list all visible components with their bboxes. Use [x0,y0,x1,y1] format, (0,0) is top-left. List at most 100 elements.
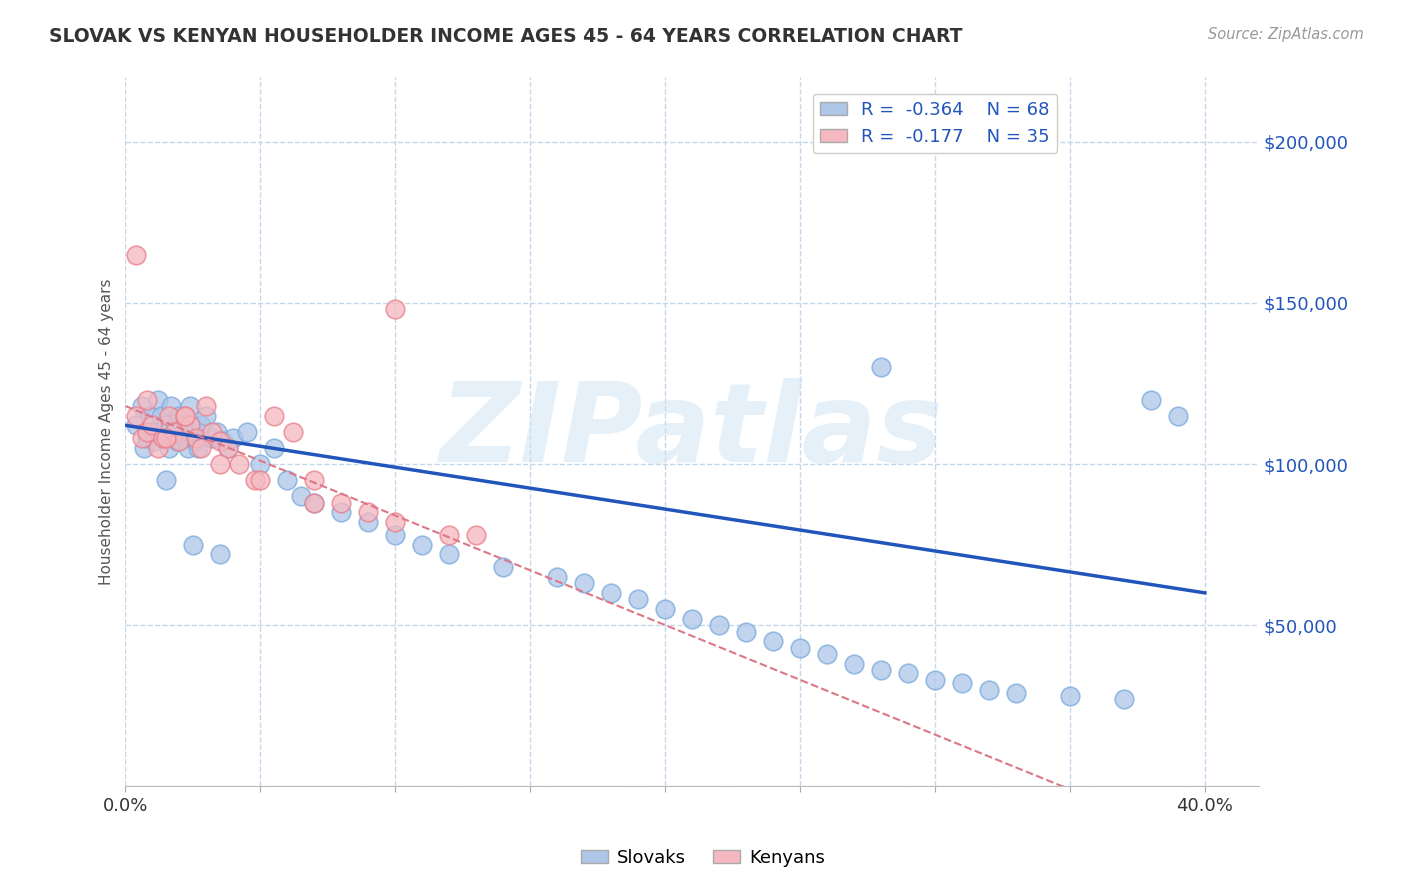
Point [195,409,218,423]
Point [707,618,730,632]
Point [125,247,148,261]
Point [1140,392,1163,407]
Point [155,418,177,433]
Point [195,399,218,413]
Point [146,392,169,407]
Point [1167,409,1189,423]
Point [870,360,893,375]
Point [131,431,153,445]
Point [143,434,166,449]
Point [181,425,204,439]
Point [169,434,191,449]
Point [163,425,186,439]
Legend: Slovaks, Kenyans: Slovaks, Kenyans [574,842,832,874]
Point [187,441,209,455]
Text: ZIPatlas: ZIPatlas [440,378,943,485]
Point [762,634,785,648]
Point [208,457,231,471]
Y-axis label: Householder Income Ages 45 - 64 years: Householder Income Ages 45 - 64 years [100,278,114,585]
Point [439,528,461,542]
Point [228,457,250,471]
Point [304,473,326,487]
Point [789,640,811,655]
Point [208,547,231,561]
Point [125,418,148,433]
Point [136,392,159,407]
Point [179,399,201,413]
Point [950,676,973,690]
Point [654,602,676,616]
Text: Source: ZipAtlas.com: Source: ZipAtlas.com [1208,27,1364,42]
Point [384,302,406,317]
Point [870,663,893,677]
Point [217,441,239,455]
Point [977,682,1000,697]
Legend: R =  -0.364    N = 68, R =  -0.177    N = 35: R = -0.364 N = 68, R = -0.177 N = 35 [813,94,1057,153]
Point [146,441,169,455]
Point [173,409,195,423]
Point [357,505,380,519]
Point [205,425,228,439]
Point [134,441,156,455]
Point [136,425,159,439]
Point [357,515,380,529]
Point [160,399,183,413]
Point [152,431,174,445]
Point [574,576,596,591]
Point [465,528,488,542]
Point [173,409,195,423]
Point [141,425,163,439]
Point [249,473,271,487]
Point [184,431,207,445]
Point [304,496,326,510]
Point [290,489,312,503]
Point [815,647,838,661]
Point [181,537,204,551]
Point [304,496,326,510]
Point [600,586,623,600]
Point [149,409,172,423]
Point [627,592,650,607]
Point [243,473,266,487]
Point [384,515,406,529]
Point [131,399,153,413]
Point [125,409,148,423]
Point [249,457,271,471]
Text: SLOVAK VS KENYAN HOUSEHOLDER INCOME AGES 45 - 64 YEARS CORRELATION CHART: SLOVAK VS KENYAN HOUSEHOLDER INCOME AGES… [49,27,963,45]
Point [222,431,245,445]
Point [157,409,180,423]
Point [152,431,174,445]
Point [172,418,194,433]
Point [263,441,285,455]
Point [179,418,201,433]
Point [897,666,920,681]
Point [139,409,162,423]
Point [842,657,865,671]
Point [384,528,406,542]
Point [166,434,188,449]
Point [217,441,239,455]
Point [208,434,231,449]
Point [1059,689,1081,703]
Point [330,505,353,519]
Point [492,560,515,574]
Point [211,434,233,449]
Point [1005,686,1028,700]
Point [924,673,946,687]
Point [157,441,180,455]
Point [276,473,298,487]
Point [439,547,461,561]
Point [263,409,285,423]
Point [190,418,212,433]
Point [155,431,177,445]
Point [190,441,212,455]
Point [236,425,259,439]
Point [141,418,163,433]
Point [411,537,433,551]
Point [173,431,195,445]
Point [155,473,177,487]
Point [176,441,198,455]
Point [201,431,224,445]
Point [163,425,186,439]
Point [330,496,353,510]
